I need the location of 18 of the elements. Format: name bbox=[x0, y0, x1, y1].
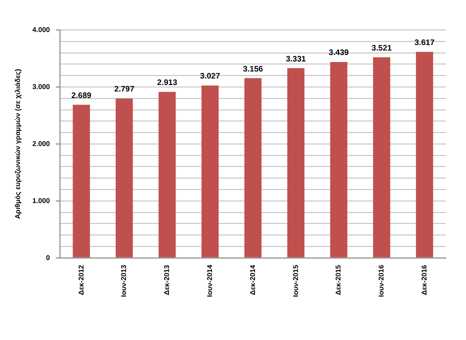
bar bbox=[72, 104, 90, 258]
bar bbox=[287, 68, 304, 258]
data-label: 2.689 bbox=[71, 90, 92, 100]
data-label: 3.331 bbox=[286, 54, 306, 64]
data-label: 2.913 bbox=[157, 78, 178, 88]
bar bbox=[330, 62, 348, 258]
data-label: 3.156 bbox=[242, 64, 264, 74]
data-label: 3.617 bbox=[414, 38, 436, 48]
bar bbox=[244, 78, 262, 258]
bar bbox=[416, 52, 434, 258]
bar bbox=[201, 85, 219, 258]
data-label: 3.027 bbox=[200, 72, 221, 81]
data-label: 2.797 bbox=[114, 84, 135, 94]
bar bbox=[116, 98, 133, 258]
data-label: 3.521 bbox=[372, 43, 392, 52]
data-label: 3.439 bbox=[328, 48, 350, 58]
bar bbox=[158, 92, 176, 258]
bar bbox=[373, 57, 390, 258]
